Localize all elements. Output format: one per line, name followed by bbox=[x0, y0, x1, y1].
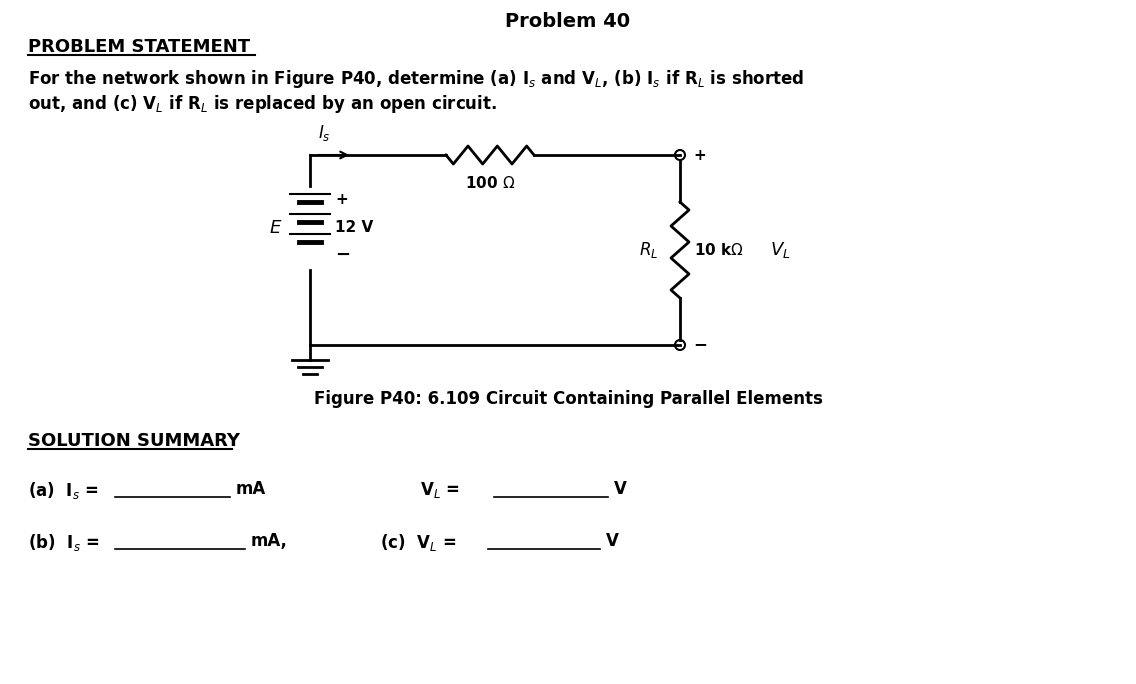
Text: SOLUTION SUMMARY: SOLUTION SUMMARY bbox=[28, 432, 240, 450]
Text: Problem 40: Problem 40 bbox=[506, 12, 630, 31]
Text: (b)  I$_s$ =: (b) I$_s$ = bbox=[28, 532, 100, 553]
Text: 10 k$\Omega$: 10 k$\Omega$ bbox=[694, 242, 744, 258]
Text: 100 $\Omega$: 100 $\Omega$ bbox=[465, 175, 515, 191]
Text: For the network shown in Figure P40, determine (a) I$_s$ and V$_L$, (b) I$_s$ if: For the network shown in Figure P40, det… bbox=[28, 68, 804, 90]
Text: (c)  V$_L$ =: (c) V$_L$ = bbox=[381, 532, 457, 553]
Text: Figure P40: 6.109 Circuit Containing Parallel Elements: Figure P40: 6.109 Circuit Containing Par… bbox=[314, 390, 822, 408]
Text: $V_L$: $V_L$ bbox=[770, 240, 791, 260]
Text: mA: mA bbox=[236, 480, 266, 498]
Text: $R_L$: $R_L$ bbox=[638, 240, 658, 260]
Text: +: + bbox=[693, 148, 705, 163]
Text: mA,: mA, bbox=[251, 532, 287, 550]
Text: 12 V: 12 V bbox=[335, 220, 374, 235]
Text: $E$: $E$ bbox=[268, 219, 282, 237]
Text: V$_L$ =: V$_L$ = bbox=[420, 480, 460, 500]
Text: −: − bbox=[693, 335, 707, 353]
Text: +: + bbox=[335, 192, 348, 207]
Text: $I_s$: $I_s$ bbox=[318, 123, 331, 143]
Text: out, and (c) V$_L$ if R$_L$ is replaced by an open circuit.: out, and (c) V$_L$ if R$_L$ is replaced … bbox=[28, 93, 496, 115]
Text: V: V bbox=[605, 532, 619, 550]
Text: PROBLEM STATEMENT: PROBLEM STATEMENT bbox=[28, 38, 250, 56]
Text: −: − bbox=[335, 246, 350, 264]
Text: (a)  I$_s$ =: (a) I$_s$ = bbox=[28, 480, 99, 501]
Text: V: V bbox=[613, 480, 627, 498]
